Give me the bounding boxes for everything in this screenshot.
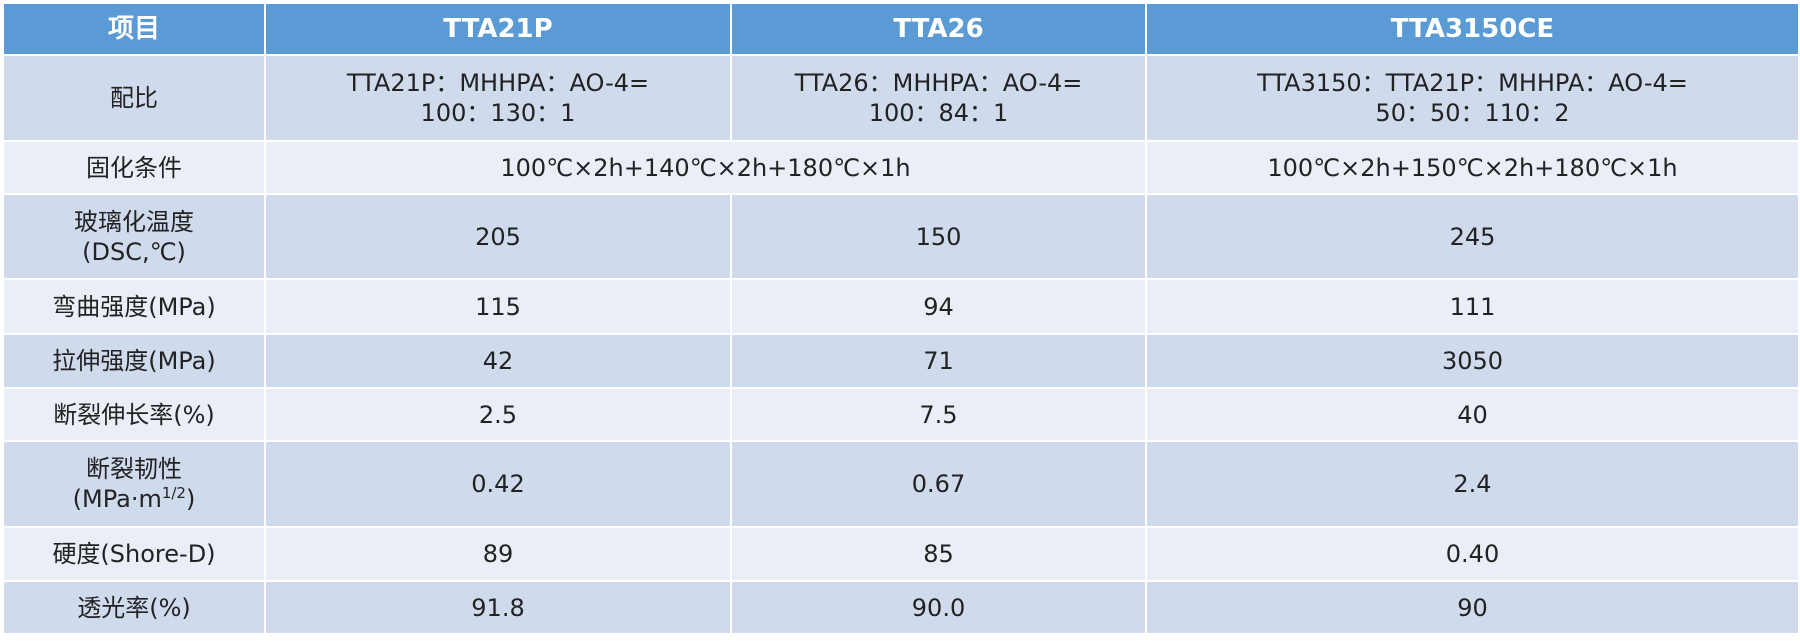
row-label: 断裂伸长率(%) — [2, 387, 266, 442]
table-cell: 245 — [1145, 193, 1800, 280]
header-cell: TTA3150CE — [1145, 2, 1800, 56]
cell-line: TTA3150：TTA21P：MHHPA：AO-4= — [1257, 69, 1688, 97]
cell-line: 7.5 — [919, 400, 958, 429]
cell-line: 2.5 — [478, 400, 518, 429]
row-label: 拉伸强度(MPa) — [2, 333, 266, 389]
table-row: 配比 TTA21P：MHHPA：AO-4= 100：130：1 TTA26：MHHPA… — [2, 54, 1800, 142]
cell-line: 150 — [915, 222, 962, 251]
table-row: 玻璃化温度 (DSC,℃) 205 150 245 — [2, 193, 1800, 280]
row-label: 固化条件 — [2, 140, 266, 195]
table-body: 配比 TTA21P：MHHPA：AO-4= 100：130：1 TTA26：MHHPA… — [2, 54, 1800, 635]
cell-line: 固化条件 — [86, 153, 182, 182]
cell-line: 2.4 — [1453, 470, 1492, 498]
cell-line: 42 — [482, 347, 514, 375]
cell-line: 245 — [1449, 222, 1496, 251]
cell-line: 89 — [482, 540, 514, 568]
cell-line: 断裂韧性 — [86, 455, 182, 483]
cell-line: 100：84：1 — [868, 99, 1009, 127]
cell-line: 断裂伸长率(%) — [53, 400, 215, 429]
table-cell: 100℃×2h+140℃×2h+180℃×1h — [264, 140, 1147, 195]
cell-line: 91.8 — [471, 593, 525, 622]
table-cell: 85 — [730, 526, 1147, 582]
table-cell: 2.5 — [264, 387, 732, 442]
table-cell: 3050 — [1145, 333, 1800, 389]
row-label: 配比 — [2, 54, 266, 142]
table-row: 硬度(Shore-D) 89 85 0.40 — [2, 526, 1800, 582]
cell-line: 拉伸强度(MPa) — [52, 347, 216, 375]
cell-line: 0.67 — [911, 470, 966, 498]
cell-line: 50：50：110：2 — [1375, 99, 1570, 127]
cell-line: 40 — [1457, 400, 1488, 429]
header-row: 项目 TTA21P TTA26 TTA3150CE — [2, 2, 1800, 56]
table-cell: 7.5 — [730, 387, 1147, 442]
cell-line: 弯曲强度(MPa) — [52, 292, 216, 321]
table-head: 项目 TTA21P TTA26 TTA3150CE — [2, 2, 1800, 56]
table-row: 断裂韧性 (MPa·m1/2) 0.42 0.67 2.4 — [2, 440, 1800, 528]
cell-line: 90.0 — [911, 593, 966, 622]
table-row: 拉伸强度(MPa) 42 71 3050 — [2, 333, 1800, 389]
table-cell: 0.67 — [730, 440, 1147, 528]
table-cell: TTA21P：MHHPA：AO-4= 100：130：1 — [264, 54, 732, 142]
table-cell: 100℃×2h+150℃×2h+180℃×1h — [1145, 140, 1800, 195]
table-cell: TTA3150：TTA21P：MHHPA：AO-4= 50：50：110：2 — [1145, 54, 1800, 142]
superscript: 1/2 — [161, 484, 186, 502]
table-cell: 0.40 — [1145, 526, 1800, 582]
cell-line: TTA26：MHHPA：AO-4= — [794, 69, 1083, 97]
cell-line: 115 — [475, 292, 521, 321]
cell-line: 配比 — [110, 84, 158, 112]
table-cell: 89 — [264, 526, 732, 582]
cell-line: 100：130：1 — [420, 99, 576, 127]
row-label: 硬度(Shore-D) — [2, 526, 266, 582]
table-cell: 90 — [1145, 580, 1800, 635]
row-label: 断裂韧性 (MPa·m1/2) — [2, 440, 266, 528]
table-cell: 0.42 — [264, 440, 732, 528]
row-label: 弯曲强度(MPa) — [2, 278, 266, 335]
cell-text: (MPa·m — [72, 485, 162, 513]
cell-line: 100℃×2h+140℃×2h+180℃×1h — [500, 153, 911, 182]
header-cell: 项目 — [2, 2, 266, 56]
table-cell: 42 — [264, 333, 732, 389]
header-cell: TTA26 — [730, 2, 1147, 56]
cell-line: 71 — [923, 347, 954, 375]
table-cell: 2.4 — [1145, 440, 1800, 528]
cell-line: (DSC,℃) — [82, 237, 186, 266]
table-cell: 71 — [730, 333, 1147, 389]
table-row: 固化条件 100℃×2h+140℃×2h+180℃×1h 100℃×2h+150℃×… — [2, 140, 1800, 195]
table-cell: 111 — [1145, 278, 1800, 335]
table-cell: 40 — [1145, 387, 1800, 442]
cell-line: (MPa·m1/2) — [8, 484, 260, 514]
cell-line: 90 — [1457, 593, 1488, 622]
table-row: 断裂伸长率(%) 2.5 7.5 40 — [2, 387, 1800, 442]
cell-line: 0.40 — [1445, 540, 1500, 568]
cell-line: 硬度(Shore-D) — [52, 540, 216, 568]
cell-line: 0.42 — [471, 470, 525, 498]
cell-line: 205 — [475, 222, 521, 251]
row-label: 透光率(%) — [2, 580, 266, 635]
header-cell: TTA21P — [264, 2, 732, 56]
cell-line: 111 — [1449, 292, 1496, 321]
cell-line: 玻璃化温度 — [74, 207, 194, 236]
table-cell: 94 — [730, 278, 1147, 335]
cell-text: ) — [185, 485, 196, 513]
table-cell: 90.0 — [730, 580, 1147, 635]
table-cell: 91.8 — [264, 580, 732, 635]
table-cell: 115 — [264, 278, 732, 335]
table-cell: 205 — [264, 193, 732, 280]
table-row: 透光率(%) 91.8 90.0 90 — [2, 580, 1800, 635]
cell-line: TTA21P：MHHPA：AO-4= — [346, 69, 650, 97]
cell-line: 透光率(%) — [77, 593, 191, 622]
table-row: 弯曲强度(MPa) 115 94 111 — [2, 278, 1800, 335]
cell-line: 85 — [923, 540, 954, 568]
cell-line: 94 — [923, 292, 954, 321]
table-cell: TTA26：MHHPA：AO-4= 100：84：1 — [730, 54, 1147, 142]
cell-line: 100℃×2h+150℃×2h+180℃×1h — [1267, 153, 1678, 182]
table-cell: 150 — [730, 193, 1147, 280]
cell-line: 3050 — [1441, 347, 1504, 375]
row-label: 玻璃化温度 (DSC,℃) — [2, 193, 266, 280]
